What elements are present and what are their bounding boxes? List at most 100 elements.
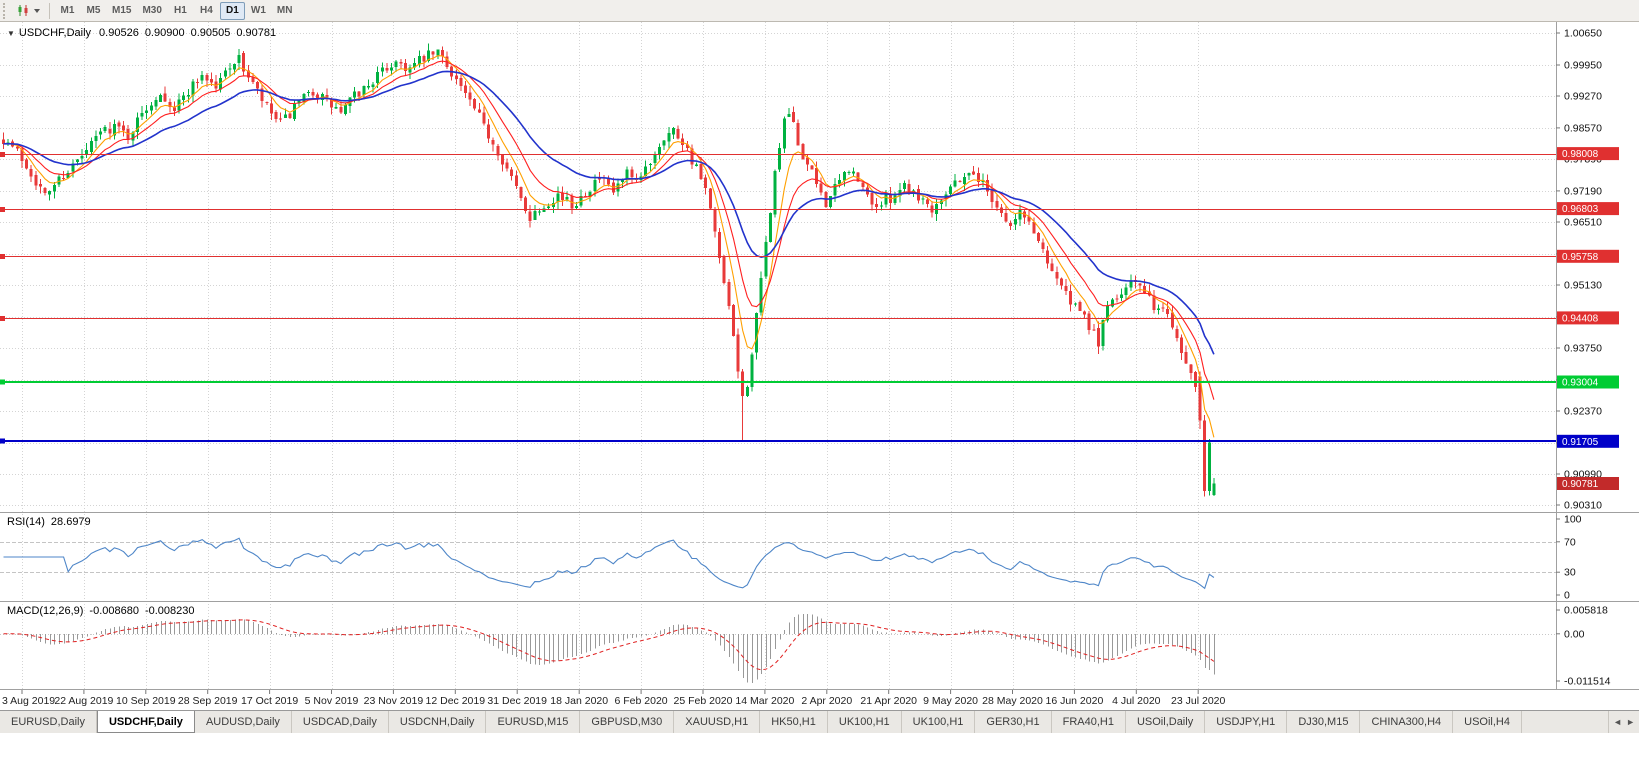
svg-text:0.99270: 0.99270 bbox=[1564, 91, 1602, 103]
timeframe-button-d1[interactable]: D1 bbox=[219, 1, 245, 20]
timeframe-buttons: M1 M5 M15 M30 H1 H4 D1 W1 MN bbox=[55, 1, 298, 20]
status-area bbox=[0, 733, 1639, 764]
macd-signal-line bbox=[3, 619, 1215, 671]
svg-text:22 Aug 2019: 22 Aug 2019 bbox=[54, 695, 113, 707]
chart-tab-usdcnh-daily[interactable]: USDCNH,Daily bbox=[389, 711, 487, 733]
chart-tab-dj30-m15[interactable]: DJ30,M15 bbox=[1287, 711, 1361, 733]
svg-text:1.00650: 1.00650 bbox=[1564, 28, 1602, 40]
close-value: 0.90781 bbox=[236, 27, 277, 39]
tabs-scroll-right-icon[interactable]: ► bbox=[1626, 717, 1635, 727]
svg-text:4 Jul 2020: 4 Jul 2020 bbox=[1112, 695, 1161, 707]
toolbar-drag-handle[interactable] bbox=[3, 2, 8, 19]
ma-line-12 bbox=[3, 60, 1215, 400]
pane-separators[interactable] bbox=[0, 22, 1639, 690]
macd-signal-value: -0.008230 bbox=[144, 605, 195, 617]
svg-text:0.93750: 0.93750 bbox=[1564, 343, 1602, 355]
rsi-value: 28.6979 bbox=[50, 516, 91, 528]
rsi-line bbox=[3, 537, 1215, 590]
chart-tab-usdjpy-h1[interactable]: USDJPY,H1 bbox=[1205, 711, 1288, 733]
svg-text:21 Apr 2020: 21 Apr 2020 bbox=[860, 695, 917, 707]
timeframe-button-m5[interactable]: M5 bbox=[81, 2, 106, 20]
svg-text:0: 0 bbox=[1564, 590, 1570, 602]
candles-layer bbox=[2, 43, 1216, 497]
svg-text:28 Sep 2019: 28 Sep 2019 bbox=[178, 695, 238, 707]
ma-line-26 bbox=[3, 70, 1215, 355]
svg-text:9 May 2020: 9 May 2020 bbox=[923, 695, 978, 707]
chart-tab-eurusd-m15[interactable]: EURUSD,M15 bbox=[486, 711, 581, 733]
svg-text:0.92370: 0.92370 bbox=[1564, 406, 1602, 418]
svg-text:0.95758: 0.95758 bbox=[1562, 252, 1599, 263]
timeframe-button-m15[interactable]: M15 bbox=[107, 2, 136, 20]
svg-text:18 Jan 2020: 18 Jan 2020 bbox=[550, 695, 608, 707]
svg-text:23 Nov 2019: 23 Nov 2019 bbox=[364, 695, 424, 707]
svg-text:0.005818: 0.005818 bbox=[1564, 605, 1608, 617]
svg-text:2 Apr 2020: 2 Apr 2020 bbox=[801, 695, 852, 707]
grid-layer bbox=[0, 22, 1556, 689]
chevron-down-icon bbox=[34, 8, 40, 13]
svg-text:100: 100 bbox=[1564, 514, 1582, 526]
timeframe-button-w1[interactable]: W1 bbox=[246, 2, 271, 20]
svg-text:70: 70 bbox=[1564, 536, 1576, 548]
svg-text:0.91705: 0.91705 bbox=[1562, 437, 1599, 448]
svg-text:14 Mar 2020: 14 Mar 2020 bbox=[735, 695, 794, 707]
chart-tab-ger30-h1[interactable]: GER30,H1 bbox=[975, 711, 1052, 733]
price-axis-markers: 0.98008 0.96803 0.95758 0.94408 0.93004 0.917… bbox=[1557, 147, 1619, 490]
svg-text:0.99950: 0.99950 bbox=[1564, 60, 1602, 72]
svg-text:0.90310: 0.90310 bbox=[1564, 500, 1602, 512]
svg-text:0.96803: 0.96803 bbox=[1562, 204, 1599, 215]
chart-tab-usdchf-daily[interactable]: USDCHF,Daily bbox=[96, 711, 195, 733]
svg-text:16 Jun 2020: 16 Jun 2020 bbox=[1045, 695, 1103, 707]
macd-axis: 0.005818 0.00 -0.011514 bbox=[1556, 605, 1611, 688]
collapse-arrow-icon[interactable]: ▼ bbox=[7, 29, 15, 38]
chart-tab-hk50-h1[interactable]: HK50,H1 bbox=[760, 711, 828, 733]
chart-type-button[interactable] bbox=[12, 2, 44, 20]
high-value: 0.90900 bbox=[144, 27, 185, 39]
ma-line-6 bbox=[3, 55, 1215, 438]
chart-tab-china300-h4[interactable]: CHINA300,H4 bbox=[1360, 711, 1454, 733]
tabs-scroll-left-icon[interactable]: ◄ bbox=[1613, 717, 1623, 727]
hlines-layer[interactable] bbox=[0, 152, 1556, 444]
chart-tab-uk100-h1[interactable]: UK100,H1 bbox=[902, 711, 976, 733]
symbol-period-label: USDCHF,Daily bbox=[18, 27, 92, 39]
chart-tabbar: EURUSD,Daily USDCHF,Daily AUDUSD,Daily USDC… bbox=[0, 710, 1639, 733]
svg-text:0.98008: 0.98008 bbox=[1562, 149, 1599, 160]
timeframe-button-m1[interactable]: M1 bbox=[55, 2, 80, 20]
svg-text:23 Jul 2020: 23 Jul 2020 bbox=[1171, 695, 1225, 707]
current-price-marker bbox=[1557, 477, 1619, 490]
chart-tab-uk100-h1[interactable]: UK100,H1 bbox=[828, 711, 902, 733]
svg-text:0.93004: 0.93004 bbox=[1562, 378, 1599, 389]
chart-tab-usoil-h4[interactable]: USOil,H4 bbox=[1453, 711, 1522, 733]
date-axis[interactable]: 3 Aug 2019 22 Aug 2019 10 Sep 2019 28 Sep 2… bbox=[2, 690, 1226, 707]
chart-background bbox=[0, 22, 1639, 710]
low-value: 0.90505 bbox=[190, 27, 231, 39]
svg-text:-0.011514: -0.011514 bbox=[1564, 676, 1611, 688]
timeframe-button-mn[interactable]: MN bbox=[272, 2, 298, 20]
macd-indicator-label: MACD(12,26,9) -0.008680 -0.008230 bbox=[7, 605, 201, 617]
tabs-scroll-arrows: ◄ ► bbox=[1608, 711, 1639, 733]
svg-text:25 Feb 2020: 25 Feb 2020 bbox=[674, 695, 733, 707]
chart-tab-audusd-daily[interactable]: AUDUSD,Daily bbox=[195, 711, 292, 733]
svg-text:0.97190: 0.97190 bbox=[1564, 185, 1602, 197]
chart-tab-eurusd-daily[interactable]: EURUSD,Daily bbox=[0, 711, 97, 733]
chart-tab-gbpusd-m30[interactable]: GBPUSD,M30 bbox=[580, 711, 675, 733]
rsi-indicator-label: RSI(14) 28.6979 bbox=[7, 516, 97, 528]
chart-tab-xauusd-h1[interactable]: XAUUSD,H1 bbox=[674, 711, 761, 733]
macd-main-value: -0.008680 bbox=[89, 605, 139, 617]
svg-text:0.96510: 0.96510 bbox=[1564, 217, 1602, 229]
svg-text:17 Oct 2019: 17 Oct 2019 bbox=[241, 695, 298, 707]
svg-text:28 May 2020: 28 May 2020 bbox=[982, 695, 1043, 707]
chart-window[interactable]: 1.006500.999500.992700.985700.978900.971… bbox=[0, 22, 1639, 710]
svg-text:0.94408: 0.94408 bbox=[1562, 313, 1599, 324]
svg-text:31 Dec 2019: 31 Dec 2019 bbox=[487, 695, 547, 707]
chart-tab-usoil-daily[interactable]: USOil,Daily bbox=[1126, 711, 1206, 733]
chart-tab-usdcad-daily[interactable]: USDCAD,Daily bbox=[292, 711, 389, 733]
timeframe-button-h4[interactable]: H4 bbox=[194, 2, 219, 20]
timeframe-button-m30[interactable]: M30 bbox=[137, 2, 166, 20]
svg-text:5 Nov 2019: 5 Nov 2019 bbox=[305, 695, 359, 707]
price-chart-canvas[interactable]: 1.006500.999500.992700.985700.978900.971… bbox=[0, 22, 1639, 710]
chart-tab-fra40-h1[interactable]: FRA40,H1 bbox=[1052, 711, 1126, 733]
timeframe-button-h1[interactable]: H1 bbox=[168, 2, 193, 20]
chart-ohlc-header: ▼ USDCHF,Daily 0.90526 0.90900 0.90505 0.9078… bbox=[7, 27, 282, 39]
svg-text:0.95130: 0.95130 bbox=[1564, 280, 1602, 292]
